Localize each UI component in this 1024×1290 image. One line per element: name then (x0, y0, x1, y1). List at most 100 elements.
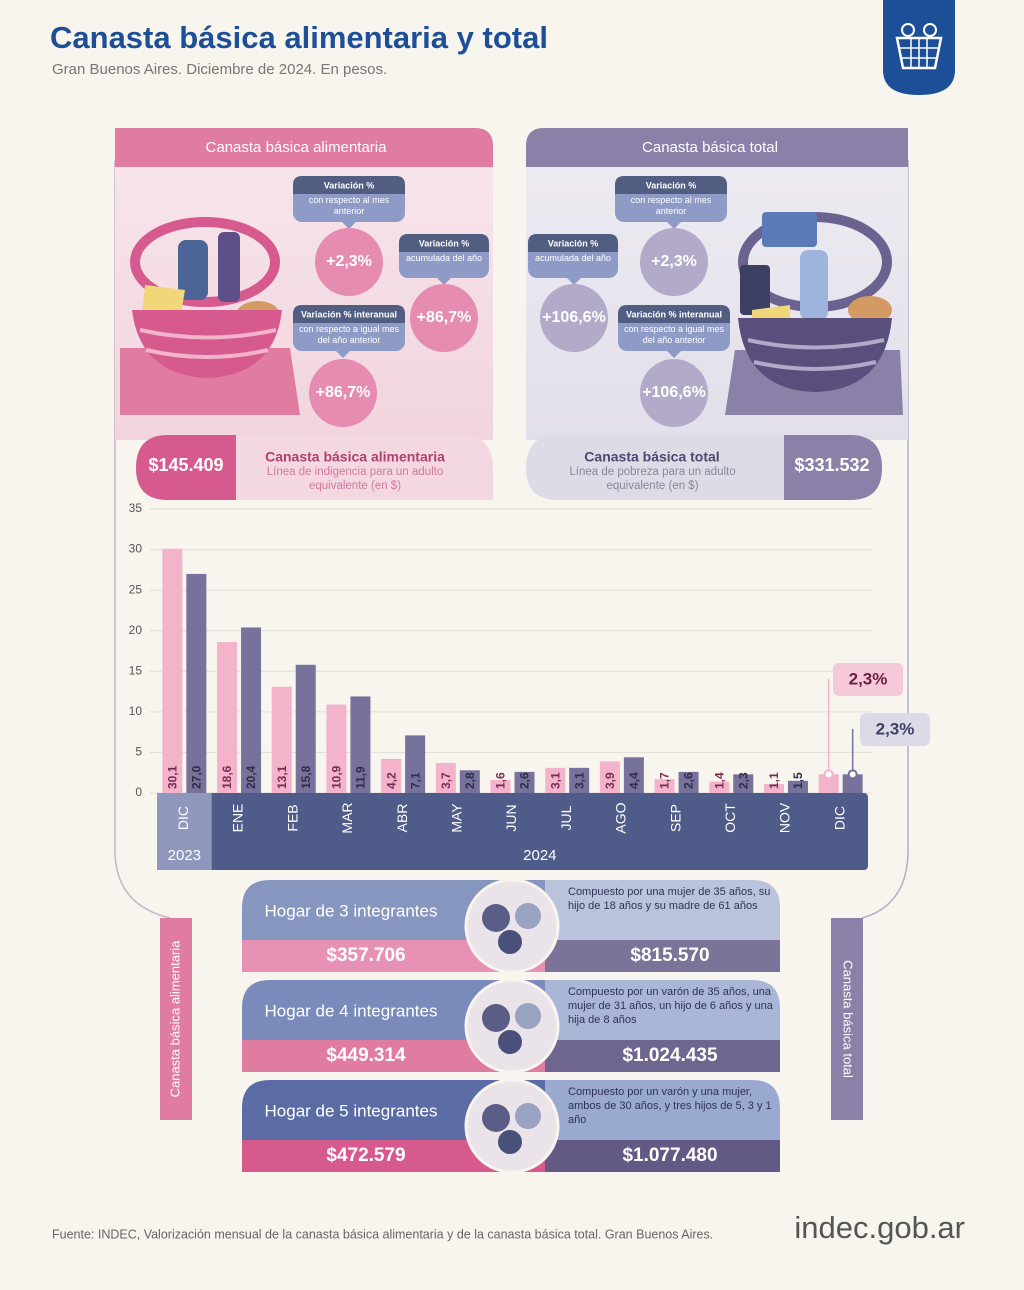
variation-circle (410, 284, 478, 352)
household-title: Hogar de 5 integrantes (265, 1101, 438, 1120)
x-tick-label: MAY (449, 803, 465, 833)
value-label: 3,7 (439, 772, 453, 789)
y-tick-label: 25 (129, 582, 143, 596)
badge-icon-item (901, 23, 915, 37)
x-tick-label: FEB (284, 804, 300, 831)
page-subtitle: Gran Buenos Aires. Diciembre de 2024. En… (52, 61, 387, 78)
variation-label: Variación % (646, 180, 697, 190)
household-cbt (545, 940, 780, 972)
variation-box-head (528, 234, 618, 252)
value-label: 3,1 (548, 772, 562, 789)
y-tick-label: 0 (135, 785, 142, 799)
bar (381, 758, 402, 793)
variation-value: +2,3% (326, 253, 372, 270)
variation-value: +2,3% (651, 253, 697, 270)
value-label: 1,5 (791, 772, 805, 789)
family-portrait (464, 878, 560, 974)
household-description: Compuesto por una mujer de 35 años, su h… (568, 886, 771, 912)
x-tick-label: DIC (175, 806, 191, 830)
family-portrait-figure (482, 904, 510, 932)
value-label: 7,1 (408, 772, 422, 789)
bar (217, 642, 238, 793)
panel-header (115, 128, 493, 167)
bar (709, 781, 730, 793)
frame-line (861, 160, 909, 919)
x-tick-label: JUL (558, 805, 574, 830)
bar (295, 664, 316, 793)
variation-box-pointer (336, 351, 350, 358)
household-description-box: Compuesto por un varón y una mujer, ambo… (568, 1086, 772, 1126)
household-cbt (545, 1040, 780, 1072)
amount-pill (784, 435, 882, 500)
family-portrait-figure (498, 930, 522, 954)
household-description: Compuesto por un varón y una mujer, ambo… (568, 1086, 772, 1126)
variation-label: Variación % interanual (626, 309, 722, 319)
household-title: Hogar de 4 integrantes (265, 1001, 438, 1020)
family-portrait (464, 978, 560, 1074)
value-label: 20,4 (244, 765, 258, 789)
amount-name: Canasta básica total (584, 449, 719, 465)
family-portrait-figure (482, 1004, 510, 1032)
family-portrait-figure (482, 1104, 510, 1132)
basket-illustration (725, 212, 903, 415)
value-label: 10,9 (330, 765, 344, 789)
bar (787, 780, 808, 793)
variation-detail-box: con respecto a igual mes del año anterio… (623, 324, 725, 346)
panel-title: Canasta básica alimentaria (206, 139, 388, 156)
value-label: 30,1 (166, 765, 180, 789)
side-label: Canasta básica total (841, 960, 856, 1078)
households: Hogar de 3 integrantes $357.706 $815.570 Co… (242, 878, 780, 1174)
value-label: 27,0 (190, 765, 204, 789)
page-title: Canasta básica alimentaria y total (50, 20, 548, 55)
bar (162, 548, 183, 793)
year-label: 2024 (523, 847, 556, 864)
variation-detail-box: acumulada del año (406, 253, 482, 263)
bar (435, 762, 456, 793)
badge-icon-item (923, 23, 937, 37)
variation-box-head (293, 305, 405, 323)
bar (405, 735, 426, 793)
value-label: 2,3 (736, 772, 750, 789)
variation-detail: con respecto a igual mes del año anterio… (623, 324, 725, 346)
variation-detail-box: acumulada del año (535, 253, 611, 263)
value-label: 3,1 (572, 772, 586, 789)
y-tick-label: 15 (129, 663, 143, 677)
value-label: 11,9 (354, 766, 368, 789)
value-label: 2,3% (876, 719, 915, 738)
bar (763, 784, 784, 793)
value-label: 13,1 (275, 765, 289, 789)
value-label: 1,1 (767, 772, 781, 789)
basket-illustration (120, 217, 300, 415)
variation-circle (640, 228, 708, 296)
variation-box-head (399, 234, 489, 252)
callout-dot (823, 769, 834, 780)
household-description-box: Compuesto por una mujer de 35 años, su h… (568, 886, 771, 912)
amount-name: Canasta básica alimentaria (265, 449, 445, 465)
x-tick-label: OCT (722, 803, 738, 833)
year-cell (157, 793, 212, 870)
bar (545, 767, 566, 793)
bar (241, 627, 262, 793)
family-portrait-figure (515, 903, 541, 929)
logo: indec.gob.ar (794, 1210, 965, 1245)
family-portrait-figure (498, 1130, 522, 1154)
variation-label: Variación % (324, 180, 375, 190)
bar (623, 757, 644, 793)
x-tick-label: NOV (777, 802, 793, 833)
source-note: Fuente: INDEC, Valorización mensual de l… (52, 1227, 713, 1241)
bar (459, 770, 480, 793)
x-tick-label: MAR (339, 802, 355, 833)
x-tick-label: ABR (394, 804, 410, 833)
value-label: 1,4 (712, 772, 726, 789)
variation-box-pointer (342, 222, 356, 229)
variation-label: Variación % (419, 238, 470, 248)
bar (733, 774, 754, 793)
panel-content: Variación % con respecto al mes anterior +… (136, 176, 882, 500)
y-tick-label: 30 (129, 542, 143, 556)
x-tick-label: JUN (503, 804, 519, 831)
bar (654, 779, 675, 793)
variation-detail-box: con respecto al mes anterior (631, 195, 712, 216)
amount-description: Línea de indigencia para un adulto equiv… (266, 466, 444, 493)
variation-value: +106,6% (642, 384, 706, 401)
